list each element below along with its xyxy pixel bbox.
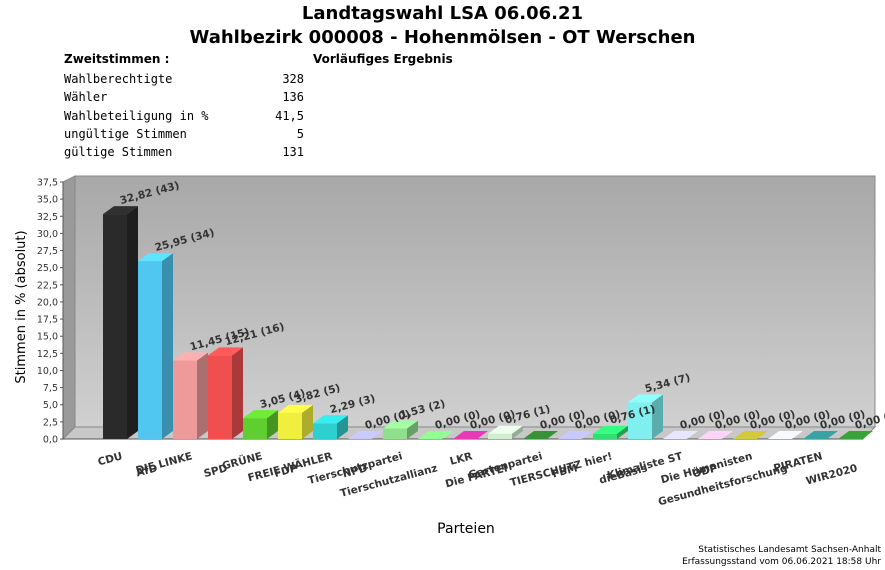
bar-top — [208, 347, 243, 356]
bar-side — [302, 404, 313, 439]
x-axis-label: Parteien — [437, 521, 495, 537]
bar-top — [278, 404, 313, 413]
bar — [243, 418, 267, 439]
bar-side — [617, 425, 628, 439]
bar-top — [523, 431, 558, 439]
bar-top — [418, 431, 453, 439]
bar — [138, 261, 162, 439]
bar — [103, 214, 127, 439]
y-tick-label: 2,5 — [43, 417, 58, 428]
bar — [383, 428, 407, 439]
stat-row: Wahlbeteiligung in % 41,5 — [64, 109, 314, 127]
bar-side — [652, 394, 663, 439]
bar-top — [663, 431, 698, 439]
bar-side — [197, 352, 208, 439]
y-tick-label: 32,5 — [37, 212, 58, 223]
bar-top — [803, 431, 838, 439]
chart-subtitle: Wahlbezirk 000008 - Hohenmölsen - OT Wer… — [189, 27, 696, 48]
stat-value: 136 — [282, 90, 304, 105]
bar-top — [313, 415, 348, 424]
y-tick-label: 7,5 — [43, 383, 58, 394]
y-tick-label: 12,5 — [37, 349, 58, 360]
bar — [593, 433, 617, 439]
y-axis-label: Stimmen in % (absolut) — [14, 230, 29, 383]
bar-side — [127, 206, 138, 439]
y-tick-label: 17,5 — [37, 315, 58, 326]
bar-side — [267, 410, 278, 439]
x-tick-label: LKR — [449, 450, 474, 468]
bar-top — [103, 206, 138, 215]
y-tick-label: 22,5 — [37, 280, 58, 291]
stat-value: 41,5 — [275, 108, 304, 123]
stat-row: ungültige Stimmen 5 — [64, 127, 314, 145]
bar — [628, 402, 652, 439]
stat-row: gültige Stimmen 131 — [64, 145, 314, 163]
bar-top — [838, 431, 873, 439]
y-tick-label: 30,0 — [37, 229, 58, 240]
bar-top — [558, 431, 593, 439]
stat-label: Wahlbeteiligung in % — [64, 108, 209, 123]
plot-side-wall — [62, 175, 76, 441]
x-tick-label: PIRATEN — [772, 450, 824, 475]
stat-value: 328 — [282, 72, 304, 86]
x-tick-label: AfD — [135, 462, 159, 479]
bar-top — [243, 410, 278, 419]
y-tick-label: 35,0 — [37, 195, 58, 206]
x-tick-label: FDP — [273, 462, 299, 480]
bar-side — [337, 415, 348, 439]
bar — [313, 423, 337, 439]
bar-side — [407, 420, 418, 439]
y-tick-label: 27,5 — [37, 246, 58, 257]
x-tick-label: GRÜNE — [220, 448, 263, 472]
stat-row: Wähler 136 — [64, 90, 314, 108]
bar-top — [488, 425, 523, 434]
bar-top — [733, 431, 768, 439]
stat-value: 5 — [296, 126, 304, 141]
y-tick-label: 25,0 — [37, 263, 58, 274]
bar-top — [453, 431, 488, 439]
bar-top — [768, 431, 803, 439]
y-tick-label: 10,0 — [37, 366, 58, 377]
y-tick-label: 15,0 — [37, 332, 58, 343]
y-tick-label: 20,0 — [37, 297, 58, 308]
y-tick-label: 37,5 — [37, 178, 58, 189]
stat-label: gültige Stimmen — [64, 145, 173, 160]
section-label: Zweitstimmen : — [64, 52, 170, 66]
bar-side — [162, 253, 173, 439]
x-tick-label: DIE LINKE — [134, 450, 193, 477]
stat-label: Wähler — [64, 90, 108, 105]
bar-top — [348, 431, 383, 439]
footer-timestamp: Erfassungsstand vom 06.06.2021 18:58 Uhr — [682, 557, 881, 567]
bar — [173, 360, 197, 439]
bar — [488, 433, 512, 439]
bar-top — [138, 253, 173, 262]
bar — [278, 412, 302, 439]
stat-label: Wahlberechtigte — [64, 72, 173, 86]
x-tick-label: WIR2020 — [805, 462, 859, 487]
y-tick-label: 0,0 — [43, 435, 58, 446]
bar-top — [698, 431, 733, 439]
bar-top — [383, 420, 418, 429]
bar-side — [232, 347, 243, 439]
status-label: Vorläufiges Ergebnis — [313, 52, 453, 66]
stats-table: Wahlberechtigte 328 Wähler 136 Wahlbeteili… — [64, 72, 314, 163]
footer-source: Statistisches Landesamt Sachsen-Anhalt — [698, 545, 881, 555]
bar-top — [628, 394, 663, 403]
chart-title: Landtagswahl LSA 06.06.21 — [301, 3, 584, 24]
bar-top — [173, 352, 208, 361]
bar-top — [593, 425, 628, 434]
bar — [208, 355, 232, 439]
bar-side — [512, 425, 523, 439]
stat-row: Wahlberechtigte 328 — [64, 72, 314, 90]
x-tick-label: CDU — [97, 450, 124, 468]
stat-value: 131 — [282, 145, 304, 160]
y-tick-label: 5,0 — [43, 400, 58, 411]
stat-label: ungültige Stimmen — [64, 126, 187, 141]
